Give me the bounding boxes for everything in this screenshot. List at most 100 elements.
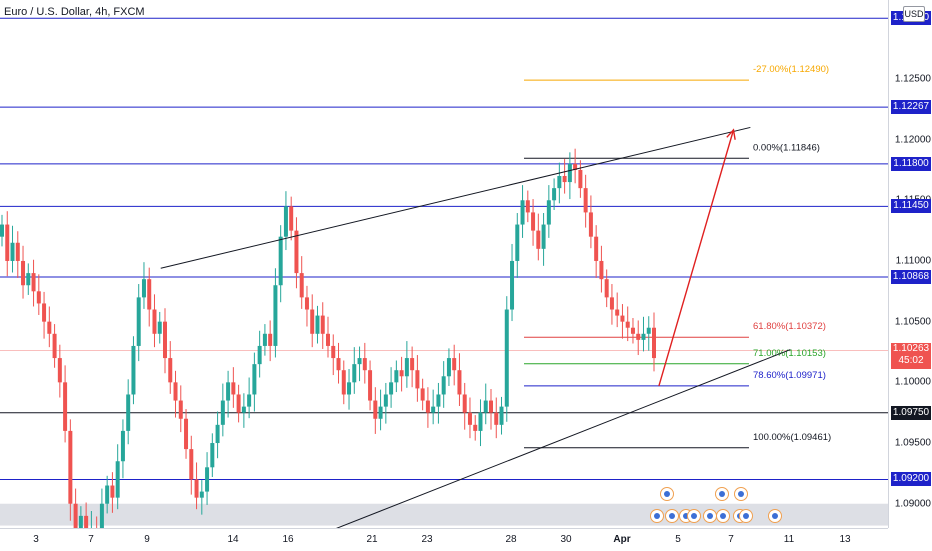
projection-arrow-line — [658, 129, 735, 387]
price-level-badge: 1.12267 — [891, 100, 931, 115]
candle-body — [404, 358, 409, 377]
candle-body — [331, 345, 336, 359]
candle-body — [431, 406, 436, 413]
fib-level-label: 61.80%(1.10372) — [753, 321, 826, 332]
candle-body — [184, 418, 189, 450]
candle-body — [141, 279, 146, 298]
candle-body — [389, 382, 394, 395]
economic-event-icon[interactable] — [703, 509, 717, 523]
price-tick-label: 1.09000 — [894, 498, 931, 510]
price-axis[interactable]: 1.125001.120001.115001.110001.105001.100… — [888, 0, 932, 528]
candle-body — [641, 333, 646, 340]
candle-body — [636, 333, 641, 340]
candle-body — [189, 449, 194, 480]
candle-body — [357, 358, 362, 365]
time-tick-label: 30 — [560, 534, 572, 545]
candle-body — [178, 400, 183, 419]
candle-body — [457, 370, 462, 395]
candle-body — [415, 370, 420, 389]
candle-body — [304, 297, 309, 310]
candle-body — [567, 163, 572, 183]
candle-body — [268, 333, 273, 346]
economic-event-icon[interactable] — [739, 509, 753, 523]
candle-body — [425, 400, 430, 413]
candle-body — [126, 394, 131, 431]
price-tick-label: 1.11000 — [895, 255, 931, 267]
chart-area[interactable]: -27.00%(1.12490) 0.00%(1.11846) 61.80%(1.1… — [0, 0, 888, 528]
time-axis[interactable]: 3 7 9 14 16 21 23 28 30 Apr 5 7 11 13 — [0, 528, 888, 551]
candle-body — [194, 479, 199, 498]
economic-event-icon[interactable] — [665, 509, 679, 523]
candle-body — [205, 467, 210, 492]
candle-body — [36, 291, 41, 304]
candle-body — [378, 406, 383, 419]
candle-body — [136, 297, 141, 346]
candle-body — [226, 382, 231, 401]
candle-body — [436, 394, 441, 407]
fib-level-label: 78.60%(1.09971) — [753, 370, 826, 381]
candle-body — [467, 412, 472, 425]
candle-body — [257, 345, 262, 365]
candle-body — [541, 224, 546, 249]
candle-body — [105, 485, 110, 504]
candle-body — [220, 400, 225, 425]
economic-event-icon[interactable] — [768, 509, 782, 523]
candle-body — [578, 169, 583, 189]
candle-body — [336, 358, 341, 371]
candle-body — [52, 333, 57, 359]
candle-body — [446, 358, 451, 377]
price-tick-label: 1.12500 — [894, 73, 931, 85]
candle-body — [452, 358, 457, 371]
candle-body — [168, 358, 173, 383]
candle-body — [73, 503, 78, 528]
candle-body — [247, 394, 252, 407]
economic-event-icon[interactable] — [650, 509, 664, 523]
candle-body — [10, 242, 15, 261]
candle-body — [352, 364, 357, 383]
trendline-upper — [160, 126, 751, 269]
candle-body — [99, 503, 104, 528]
candle-body — [120, 430, 125, 462]
candle-body — [652, 327, 656, 359]
fib-level-label: 0.00%(1.11846) — [753, 142, 820, 153]
candle-body — [630, 327, 635, 334]
candle-body — [552, 188, 557, 201]
candle-body — [604, 279, 609, 298]
candle-body — [341, 370, 346, 395]
candle-body — [441, 376, 446, 395]
price-chart[interactable]: -27.00%(1.12490) 0.00%(1.11846) 61.80%(1.1… — [0, 0, 888, 528]
price-level-badge: 1.10868 — [891, 269, 931, 284]
candle-body — [609, 297, 614, 310]
current-price-badge: 1.10263 45:02 — [891, 343, 931, 370]
candle-body — [236, 394, 241, 413]
trendline-lower — [336, 349, 791, 528]
economic-event-icon[interactable] — [715, 487, 729, 501]
candle-body — [262, 333, 267, 346]
candle-body — [573, 163, 578, 170]
candle-body — [473, 424, 478, 431]
candle-body — [163, 321, 167, 359]
candle-body — [283, 206, 288, 237]
economic-event-icon[interactable] — [660, 487, 674, 501]
price-level-badge: 1.11800 — [891, 156, 931, 171]
currency-selector[interactable]: USD — [903, 6, 925, 22]
time-tick-label: 11 — [783, 534, 795, 545]
price-tick-label: 1.10500 — [894, 316, 931, 328]
economic-event-icon[interactable] — [687, 509, 701, 523]
candle-body — [47, 321, 52, 334]
candle-body — [562, 176, 567, 183]
time-tick-label: 9 — [144, 534, 150, 545]
candle-body — [394, 370, 399, 383]
candle-body — [252, 364, 257, 395]
candle-body — [494, 412, 499, 425]
candle-body — [299, 273, 304, 298]
candle-body — [499, 406, 504, 425]
time-tick-label: 21 — [366, 534, 378, 545]
candle-body — [294, 230, 299, 274]
economic-event-icon[interactable] — [734, 487, 748, 501]
candle-body — [215, 424, 220, 444]
candle-body — [546, 200, 551, 225]
candle-body — [31, 273, 36, 292]
time-tick-label: 7 — [728, 534, 734, 545]
economic-event-icon[interactable] — [716, 509, 730, 523]
